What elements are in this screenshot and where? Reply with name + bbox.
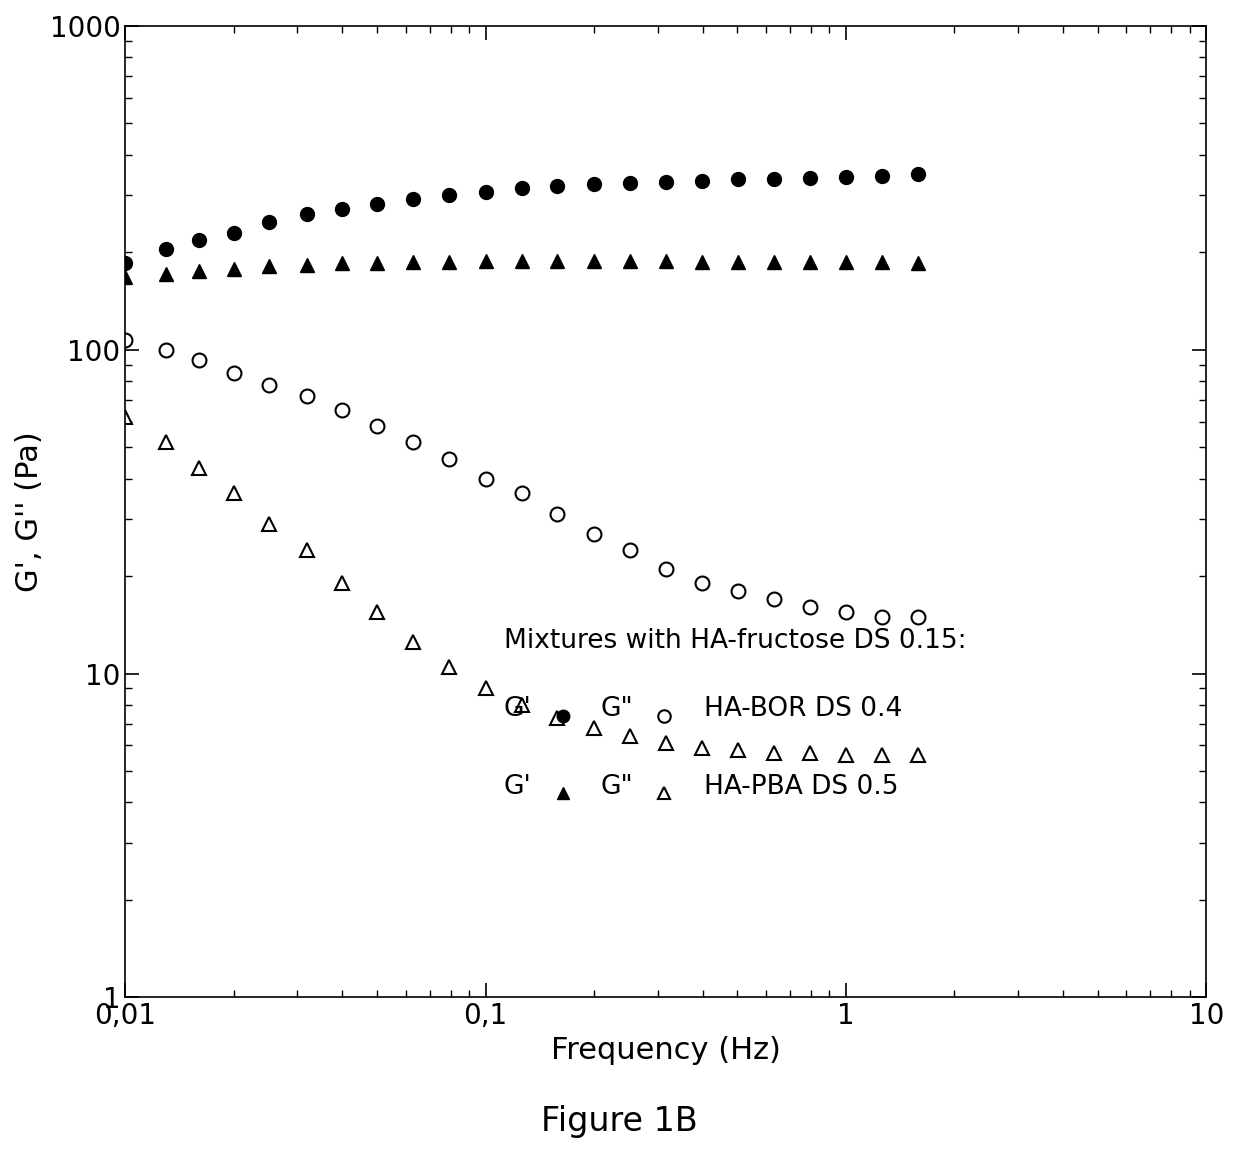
- Y-axis label: G', G'' (Pa): G', G'' (Pa): [15, 431, 45, 592]
- Text: G": G": [601, 774, 633, 800]
- Text: Mixtures with HA-fructose DS 0.15:: Mixtures with HA-fructose DS 0.15:: [503, 628, 966, 654]
- Text: G': G': [503, 774, 532, 800]
- X-axis label: Frequency (Hz): Frequency (Hz): [551, 1036, 781, 1065]
- Text: Figure 1B: Figure 1B: [541, 1105, 698, 1138]
- Text: HA-BOR DS 0.4: HA-BOR DS 0.4: [704, 697, 902, 722]
- Text: HA-PBA DS 0.5: HA-PBA DS 0.5: [704, 774, 898, 800]
- Text: G': G': [503, 697, 532, 722]
- Text: G": G": [601, 697, 633, 722]
